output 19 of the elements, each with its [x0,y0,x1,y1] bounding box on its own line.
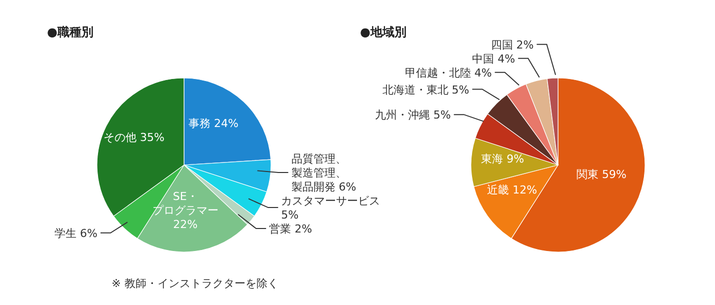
slice-label: その他 35% [104,131,165,144]
slice-label: 北海道・東北 5% [382,83,470,96]
slice-label: 四国 2% [490,38,534,52]
slice-label: 近畿 12% [487,184,538,197]
slice-label: 関東 59% [576,168,626,182]
slice-label: 学生 6% [54,226,98,240]
slice-label: 九州・沖縄 5% [374,108,451,122]
chart-title: ●地域別 [360,24,406,41]
slice-label: 甲信越・北陸 4% [404,66,492,80]
slice-label: 営業 2% [269,222,312,236]
text: ※ 教師・インストラクターを除く [110,276,280,291]
slice-label: 事務 24% [188,117,239,130]
chart-title: ●職種別 [47,24,94,41]
slice-label: カスタマーサービス [281,194,380,208]
slice-label: 東海 9% [481,152,524,166]
slice-label: 品質管理、製造管理、製品開発 6% [291,152,356,194]
data-label: 5% [281,208,299,222]
slice-label: 中国 4% [472,52,516,66]
data-label: 22% [173,218,198,232]
